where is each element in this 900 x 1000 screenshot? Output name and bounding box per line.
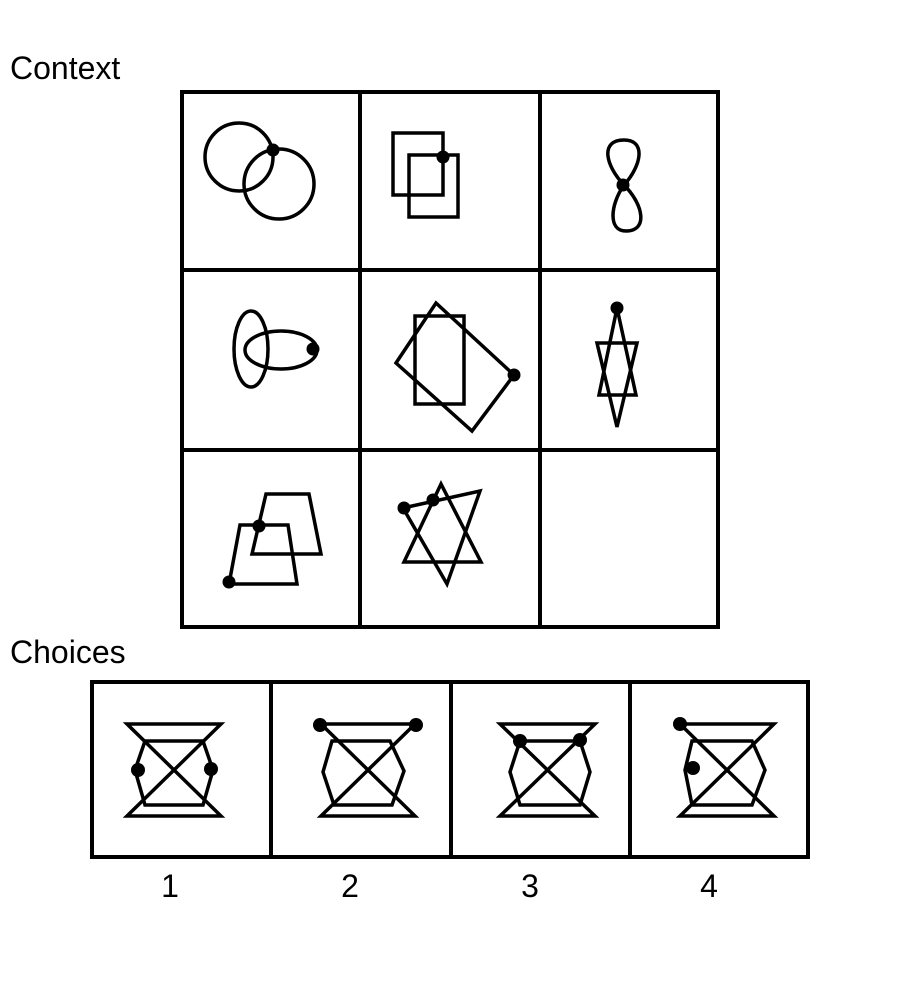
context-grid-border xyxy=(180,90,720,629)
dot-marker xyxy=(131,763,145,777)
dot-marker xyxy=(409,718,423,732)
cell-r1c2-figure xyxy=(391,131,460,219)
choice-1-option[interactable] xyxy=(122,722,226,818)
dot-marker xyxy=(252,519,266,533)
dot-marker xyxy=(573,733,587,747)
dot-marker xyxy=(616,178,630,192)
dot-marker xyxy=(397,501,411,515)
dot-marker xyxy=(436,150,450,164)
cell-r1c3-figure xyxy=(606,138,643,233)
cell-r2c3-figure xyxy=(594,301,640,428)
cell-r1c1-figure xyxy=(203,121,316,221)
dot-marker xyxy=(306,342,320,356)
dot-marker xyxy=(222,575,236,589)
dot-marker xyxy=(204,762,218,776)
cell-r2c1-figure xyxy=(232,309,320,389)
dot-marker xyxy=(686,761,700,775)
dot-marker xyxy=(673,717,687,731)
choice-1-label: 1 xyxy=(161,868,179,904)
choice-4-label: 4 xyxy=(700,868,718,904)
choice-2-label: 2 xyxy=(341,868,359,904)
dot-marker xyxy=(610,301,624,315)
cell-r2c2-figure xyxy=(393,300,521,434)
cell-r3c1-figure xyxy=(222,492,324,589)
dot-marker xyxy=(313,718,327,732)
choices-title: Choices xyxy=(10,634,126,670)
choice-2-option[interactable] xyxy=(313,718,423,818)
choice-3-label: 3 xyxy=(521,868,539,904)
dot-marker xyxy=(426,493,440,507)
context-title: Context xyxy=(10,50,121,86)
dot-marker xyxy=(507,368,521,382)
choice-4-option[interactable] xyxy=(673,717,779,818)
choice-3-option[interactable] xyxy=(495,722,600,818)
dot-marker xyxy=(513,734,527,748)
dot-marker xyxy=(266,143,280,157)
cell-r3c2-figure xyxy=(397,480,484,589)
